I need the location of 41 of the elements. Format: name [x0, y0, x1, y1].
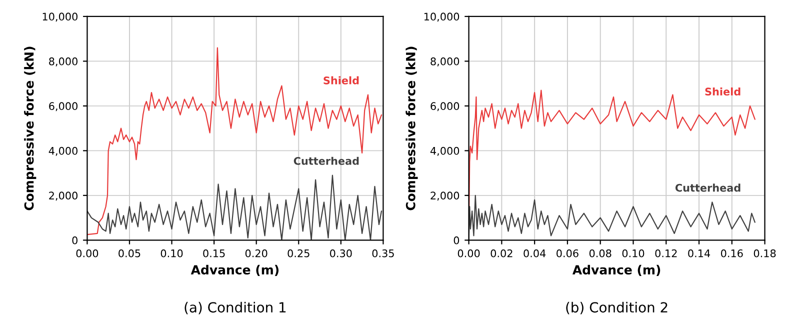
series-label: Shield: [324, 76, 359, 84]
series-label: Cutterhead: [294, 156, 359, 165]
y-tick-label: 8,000: [49, 57, 78, 66]
x-axis-title: Advance (m): [572, 264, 660, 276]
y-tick-label: 10,000: [424, 12, 460, 22]
x-tick-label: 0.02: [490, 249, 512, 258]
x-tick-label: 0.30: [330, 249, 352, 258]
x-tick-label: 0.14: [688, 249, 710, 258]
text: (b) Condition 2: [566, 302, 668, 314]
line-series: [87, 47, 382, 236]
x-tick-label: 0.12: [655, 249, 677, 258]
y-tick-label: 6,000: [430, 102, 460, 112]
y-tick-label: 10,000: [42, 12, 78, 22]
y-axis-title: Compressive force (kN): [406, 46, 418, 210]
x-tick-label: 0.16: [721, 249, 743, 258]
x-tick-label: 0.00: [76, 249, 98, 258]
x-tick-label: 0.05: [118, 249, 140, 258]
x-tick-label: 0.06: [556, 249, 578, 258]
x-tick-label: 0.25: [288, 249, 310, 258]
y-tick-label: 0: [72, 236, 78, 244]
x-tick-label: 0.20: [245, 249, 268, 258]
text: (a) Condition 1: [184, 302, 286, 314]
y-tick-label: 2,000: [49, 192, 78, 201]
y-tick-label: 6,000: [49, 102, 78, 112]
y-tick-label: 4,000: [48, 146, 78, 156]
x-tick-label: 0.00: [458, 249, 480, 258]
x-tick-label: 0.04: [524, 249, 546, 258]
x-tick-label: 0.35: [372, 249, 394, 258]
y-tick-label: 4,000: [430, 146, 460, 156]
x-axis-title: Advance (m): [190, 264, 279, 276]
x-tick-label: 0.18: [754, 249, 776, 258]
y-tick-label: 0: [454, 236, 460, 244]
series-label: Cutterhead: [675, 184, 740, 192]
y-axis-title: Compressive force (kN): [24, 46, 36, 210]
x-tick-label: 0.15: [203, 249, 225, 258]
x-tick-label: 0.08: [589, 249, 612, 258]
x-tick-label: 0.10: [160, 249, 183, 258]
y-tick-label: 8,000: [430, 57, 460, 66]
y-tick-label: 2,000: [430, 192, 460, 201]
x-tick-label: 0.10: [622, 249, 644, 258]
series-label: Shield: [705, 87, 740, 96]
